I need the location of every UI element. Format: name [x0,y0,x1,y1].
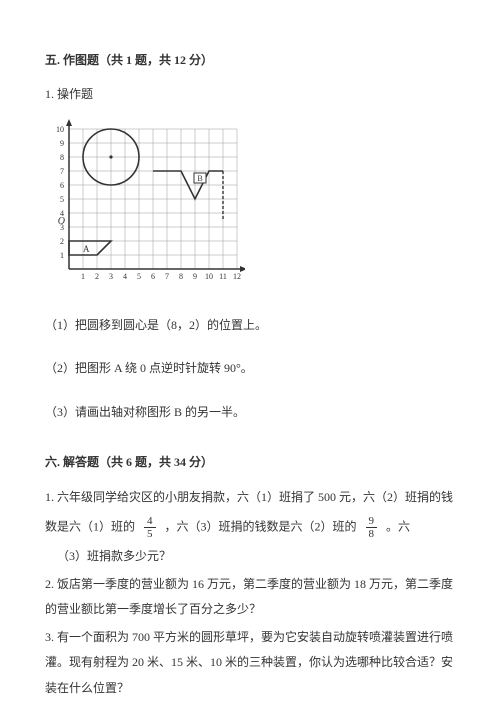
svg-text:5: 5 [137,272,141,281]
section6-q1: 1. 六年级同学给灾区的小朋友捐款，六（1）班捐了 500 元，六（2）班捐的钱… [45,487,455,567]
q1-line2: 数是六（1）班的 4 5 ，六（3）班捐的钱数是六（2）班的 9 8 。六 [45,515,455,540]
svg-text:4: 4 [123,272,127,281]
svg-text:6: 6 [151,272,155,281]
section5-sub1: （1）把圆移到圆心是（8，2）的位置上。 [45,315,455,337]
q1-frac1-den: 5 [144,528,156,540]
q2-line2: 的营业额比第一季度增长了百分之多少？ [45,599,455,621]
svg-text:9: 9 [193,272,197,281]
svg-text:6: 6 [60,181,64,190]
q1-line3: （3）班捐款多少元？ [45,546,455,568]
svg-text:7: 7 [165,272,169,281]
q3-line2: 灌。现有射程为 20 米、15 米、10 米的三种装置，你认为选哪种比较合适？安 [45,652,455,674]
grid-figure: 12345678910123456789101112OAB [45,115,455,293]
svg-text:10: 10 [56,125,64,134]
q1-frac2-num: 9 [366,515,378,528]
svg-text:3: 3 [109,272,113,281]
section5-sub2: （2）把图形 A 绕 0 点逆时针旋转 90°。 [45,358,455,380]
section5-title: 五. 作图题（共 1 题，共 12 分） [45,50,455,72]
section6-q3: 3. 有一个面积为 700 平方米的圆形草坪，要为它安装自动旋转喷灌装置进行喷 … [45,627,455,700]
q1-frac2: 9 8 [366,515,378,540]
q1-frac1-num: 4 [144,515,156,528]
svg-text:5: 5 [60,195,64,204]
svg-text:1: 1 [60,251,64,260]
section6-q2: 2. 饭店第一季度的营业额为 16 万元，第二季度的营业额为 18 万元，第二季… [45,574,455,621]
svg-text:2: 2 [60,237,64,246]
q1-line2b: ，六（3）班捐的钱数是六（2）班的 [165,519,357,533]
section6-title: 六. 解答题（共 6 题，共 34 分） [45,452,455,474]
svg-text:1: 1 [81,272,85,281]
svg-text:B: B [197,174,202,183]
q2-line1: 2. 饭店第一季度的营业额为 16 万元，第二季度的营业额为 18 万元，第二季… [45,574,455,596]
q3-line3: 装在什么位置？ [45,678,455,700]
svg-text:12: 12 [233,272,241,281]
q1-frac2-den: 8 [366,528,378,540]
q3-line1: 3. 有一个面积为 700 平方米的圆形草坪，要为它安装自动旋转喷灌装置进行喷 [45,627,455,649]
svg-text:8: 8 [179,272,183,281]
svg-text:10: 10 [205,272,213,281]
svg-text:7: 7 [60,167,64,176]
section5-q1-label: 1. 操作题 [45,84,455,106]
svg-text:9: 9 [60,139,64,148]
grid-svg: 12345678910123456789101112OAB [45,115,245,285]
svg-text:O: O [58,216,65,227]
q1-line2a: 数是六（1）班的 [45,519,135,533]
svg-text:2: 2 [95,272,99,281]
q1-frac1: 4 5 [144,515,156,540]
section5-sub3: （3）请画出轴对称图形 B 的另一半。 [45,402,455,424]
q1-line1: 1. 六年级同学给灾区的小朋友捐款，六（1）班捐了 500 元，六（2）班捐的钱 [45,487,455,509]
svg-text:8: 8 [60,153,64,162]
svg-text:A: A [83,244,90,254]
q1-line2c: 。六 [386,519,410,533]
svg-text:11: 11 [219,272,227,281]
